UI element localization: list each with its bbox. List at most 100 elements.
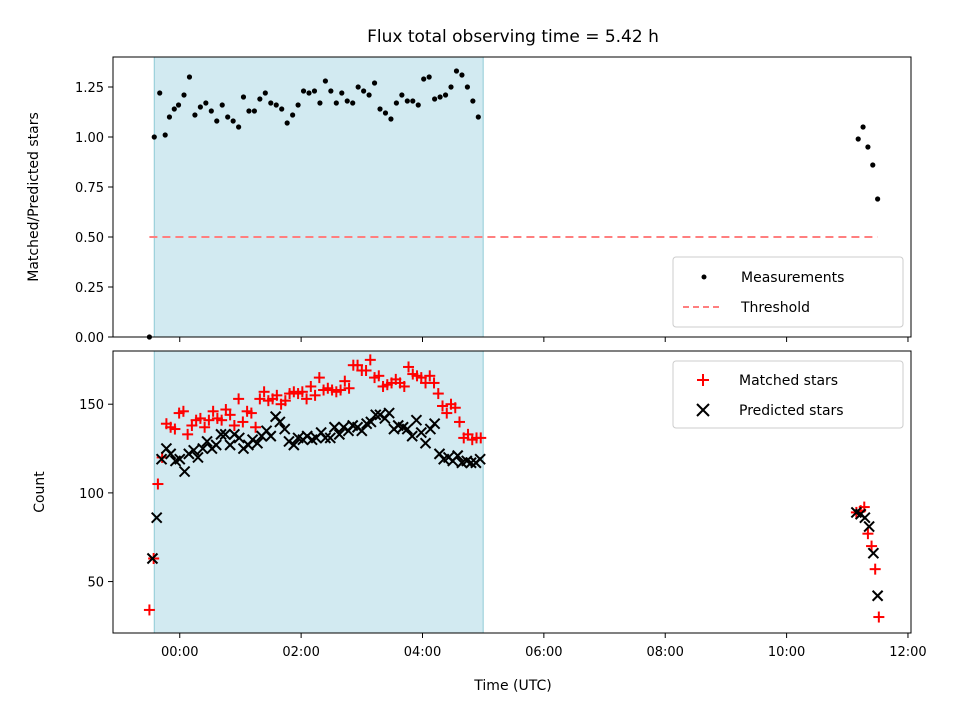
predicted-star-point <box>210 439 222 451</box>
predicted-star-point <box>219 428 231 441</box>
matched-star-point <box>428 377 440 389</box>
measurement-point <box>311 88 318 94</box>
bot-ytick-label: 100 <box>79 487 104 502</box>
matched-star-point <box>224 409 236 421</box>
legend-matched-label: Matched stars <box>739 373 838 389</box>
measurement-point <box>870 162 876 168</box>
bottom-panel: 50 100 150 00:00 02:00 04:00 06:00 08:00 10:00 12… <box>32 350 927 694</box>
measurement-point <box>214 118 220 124</box>
matched-star-point <box>437 400 449 412</box>
measurement-point <box>464 84 470 90</box>
matched-star-point <box>343 382 355 394</box>
predicted-star-point <box>406 430 418 442</box>
matched-star-point <box>177 405 189 417</box>
measurement-point <box>344 98 350 104</box>
measurement-point <box>279 106 285 112</box>
measurement-point <box>382 110 389 116</box>
matched-star-point <box>313 372 325 384</box>
top-legend: Measurements Threshold <box>672 256 904 328</box>
measurement-point <box>197 104 203 110</box>
matched-star-point <box>398 380 410 392</box>
top-ytick-label: 1.00 <box>75 131 104 146</box>
top-axes-frame <box>112 56 912 338</box>
bot-xtick-label: 06:00 <box>525 645 562 660</box>
measurement-point <box>421 76 427 82</box>
predicted-star-point <box>356 425 368 437</box>
predicted-star-point <box>279 423 291 435</box>
bot-ytick-label: 50 <box>87 576 104 591</box>
measurement-point <box>219 102 225 108</box>
bottom-ylabel: Count <box>32 471 48 513</box>
measurement-point <box>377 106 383 112</box>
measurement-point <box>459 72 465 78</box>
top-ytick-label: 0.50 <box>75 231 104 246</box>
matched-star-point <box>245 407 257 419</box>
measurement-point <box>339 90 345 96</box>
measurement-point <box>181 92 187 98</box>
predicted-star-point <box>370 409 382 421</box>
matched-star-point <box>228 419 240 431</box>
chart-title: Flux total observing time = 5.42 h <box>367 27 659 47</box>
matched-star-point <box>373 370 385 382</box>
matched-star-point <box>279 395 291 407</box>
measurement-point <box>295 102 301 108</box>
measurement-point <box>151 134 157 140</box>
bottom-legend: Matched stars Predicted stars <box>672 360 904 429</box>
measurement-point <box>426 74 432 80</box>
predicted-star-point <box>164 448 177 460</box>
bot-xtick-label: 00:00 <box>161 645 198 660</box>
bot-xtick-label: 08:00 <box>646 645 683 660</box>
top-ytick-label: 1.25 <box>75 81 104 96</box>
predicted-star-point <box>233 432 245 444</box>
predicted-star-point <box>333 428 346 441</box>
legend-predicted-marker <box>696 403 710 417</box>
measurement-point <box>442 92 449 98</box>
predicted-star-point <box>474 453 486 465</box>
measurement-point <box>166 114 173 120</box>
predicted-star-point <box>410 414 423 426</box>
measurement-point <box>262 90 268 96</box>
matched-star-point <box>271 389 283 401</box>
matched-star-point <box>869 563 881 575</box>
matched-star-point <box>254 393 266 405</box>
measurement-point <box>404 98 410 104</box>
predicted-star-point <box>324 432 336 444</box>
matched-star-point <box>169 423 181 435</box>
measurement-point <box>415 102 421 108</box>
measurement-point <box>328 88 334 94</box>
matched-star-point <box>454 416 466 428</box>
measurement-point <box>290 112 296 118</box>
predicted-star-point <box>867 547 880 559</box>
legend-threshold-label: Threshold <box>740 300 810 316</box>
measurement-point <box>410 98 416 104</box>
measurement-point <box>284 120 290 126</box>
matched-star-point <box>424 370 436 382</box>
measurement-point <box>399 92 405 98</box>
measurement-point <box>355 84 361 90</box>
predicted-star-point <box>224 439 236 451</box>
measurement-point <box>366 92 372 98</box>
matched-star-point <box>152 478 164 490</box>
bot-xtick-label: 02:00 <box>282 645 319 660</box>
matched-star-point <box>866 540 878 552</box>
matched-star-point <box>296 386 308 398</box>
predicted-star-point <box>188 444 200 457</box>
predicted-star-point <box>288 439 300 451</box>
measurement-point <box>475 114 481 120</box>
legend-measurements-label: Measurements <box>741 270 844 286</box>
predicted-star-point <box>871 590 884 602</box>
matched-star-point <box>403 361 415 373</box>
measurement-point <box>448 84 454 90</box>
bottom-legend-box <box>672 360 904 429</box>
matched-star-point <box>449 402 461 414</box>
top-legend-box <box>672 256 904 328</box>
matched-star-point <box>233 393 245 405</box>
measurement-point <box>240 94 247 100</box>
measurement-point <box>361 88 367 94</box>
predicted-star-point <box>419 437 432 449</box>
measurement-point <box>393 100 399 106</box>
top-ytick-label: 0.25 <box>75 281 104 296</box>
measurement-point <box>186 74 193 80</box>
measurement-point <box>251 108 257 114</box>
